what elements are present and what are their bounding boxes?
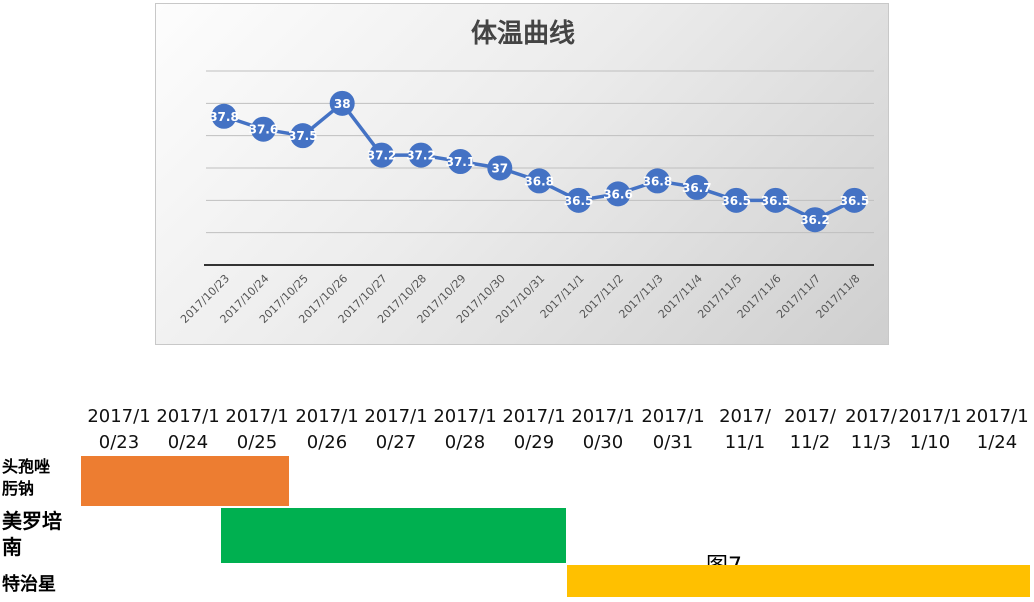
drug-name-label: 头孢唑 肟钠 (2, 457, 51, 498)
data-point (408, 142, 434, 168)
data-label: 36.8 (524, 174, 554, 188)
data-label: 37.8 (209, 110, 239, 124)
data-label: 36.7 (682, 181, 712, 195)
data-label: 37.1 (446, 155, 476, 169)
timeline-date-header: 2017/1 0/25 (225, 406, 289, 453)
data-point (250, 116, 276, 142)
timeline-date-header: 2017/1 0/24 (156, 406, 220, 453)
data-point (329, 90, 355, 116)
timeline-date-header: 2017/1 0/29 (502, 406, 566, 453)
data-point (369, 142, 395, 168)
data-label: 37.5 (288, 129, 318, 143)
chart-title: 体温曲线 (471, 19, 575, 49)
drug-duration-bar (81, 456, 289, 506)
timeline-date-header: 2017/1 1/24 (965, 406, 1029, 453)
data-point (526, 168, 552, 194)
timeline-date-header: 2017/1 0/30 (571, 406, 635, 453)
data-label: 36.5 (840, 194, 870, 208)
timeline-date-header: 2017/1 0/27 (364, 406, 428, 453)
timeline-date-header: 2017/1 0/28 (433, 406, 497, 453)
temperature-chart-panel: 体温曲线 2017/10/23 2017/10/24 2017/10/25 2017/… (155, 3, 889, 345)
data-point (566, 187, 592, 213)
timeline-date-header: 2017/1 0/23 (87, 406, 151, 453)
drug-duration-bar (221, 508, 566, 563)
data-label: 38 (334, 97, 351, 111)
data-label: 37.2 (367, 149, 397, 163)
data-label: 37.2 (406, 149, 436, 163)
drug-duration-bar (567, 565, 1030, 597)
data-point (447, 149, 473, 175)
data-label: 36.8 (643, 174, 673, 188)
drug-name-label: 美罗培 南 (2, 509, 62, 559)
data-label: 36.6 (603, 187, 633, 201)
timeline-date-header: 2017/ 11/2 (784, 406, 836, 453)
data-label: 36.5 (721, 194, 751, 208)
timeline-date-header: 2017/1 0/31 (641, 406, 705, 453)
data-label: 37.6 (249, 123, 279, 137)
data-label: 36.5 (564, 194, 594, 208)
timeline-date-header: 2017/ 11/1 (719, 406, 771, 453)
timeline-date-header: 2017/1 1/10 (898, 406, 962, 453)
drug-name-label: 特治星 (2, 574, 56, 595)
timeline-date-header: 2017/ 11/3 (845, 406, 897, 453)
data-label: 37 (491, 162, 508, 176)
temperature-chart: 体温曲线 2017/10/232017/10/242017/10/252017/… (178, 19, 874, 326)
data-point (763, 187, 789, 213)
data-point (802, 207, 828, 233)
data-point (841, 187, 867, 213)
data-point (684, 174, 710, 200)
data-point (723, 187, 749, 213)
data-label: 36.5 (761, 194, 791, 208)
timeline-date-header: 2017/1 0/26 (295, 406, 359, 453)
data-point (605, 181, 631, 207)
data-point (487, 155, 513, 181)
data-point (211, 103, 237, 129)
data-point (644, 168, 670, 194)
figure-caption: 图7 (706, 552, 766, 566)
data-point (290, 123, 316, 149)
data-label: 36.2 (800, 213, 830, 227)
